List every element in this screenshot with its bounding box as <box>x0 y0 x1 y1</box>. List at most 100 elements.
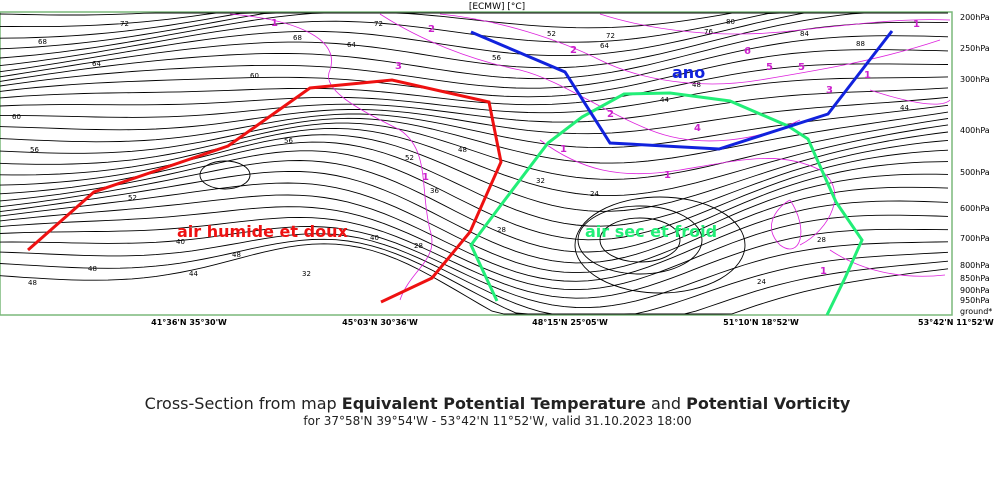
contour-label: 52 <box>128 194 137 202</box>
theta-e-contour <box>0 226 949 309</box>
theta-e-contour <box>0 149 949 241</box>
theta-e-contour <box>0 96 949 135</box>
contour-label: 44 <box>189 270 198 278</box>
contour-label: 52 <box>405 154 414 162</box>
theta-e-contour <box>0 238 949 315</box>
theta-e-closed-contour <box>577 205 703 275</box>
pv-label: 6 <box>744 46 751 57</box>
theta-e-contour <box>0 12 948 73</box>
theta-e-contour <box>0 35 949 89</box>
caption-connector: and <box>645 394 687 413</box>
caption-subtitle: for 37°58'N 39°54'W - 53°42'N 11°52'W, v… <box>303 414 692 428</box>
pressure-level-label: 500hPa <box>960 168 990 177</box>
theta-e-contour <box>0 170 949 264</box>
plot-frame <box>0 11 953 316</box>
contour-label: 68 <box>38 38 47 46</box>
anomaly-boundary <box>470 30 894 151</box>
cold-air-boundary <box>469 91 864 316</box>
contour-label: 56 <box>30 146 39 154</box>
pressure-level-label: 250hPa <box>960 44 990 53</box>
pressure-level-label: 700hPa <box>960 234 990 243</box>
theta-e-contour <box>0 76 949 114</box>
pressure-level-label: 600hPa <box>960 204 990 213</box>
contour-label: 56 <box>492 54 501 62</box>
pv-label: 2 <box>428 24 435 35</box>
contour-label: 72 <box>120 20 129 28</box>
caption-field2: Potential Vorticity <box>686 394 851 413</box>
theta-e-contour <box>0 124 949 197</box>
pv-contour <box>829 249 946 277</box>
pressure-level-label: 200hPa <box>960 13 990 22</box>
theta-e-contour <box>0 194 949 282</box>
cold-air-label: air sec et froid <box>585 222 717 241</box>
caption-field1: Equivalent Potential Temperature <box>341 394 646 413</box>
pressure-level-label: 300hPa <box>960 75 990 84</box>
contour-label: 28 <box>497 226 506 234</box>
contour-label: 76 <box>704 28 713 36</box>
contour-label: 48 <box>692 81 701 89</box>
pv-label: 1 <box>560 144 567 155</box>
contour-label: 40 <box>176 238 185 246</box>
pv-label: 2 <box>570 45 577 56</box>
pv-contour <box>229 13 433 301</box>
contour-label: 88 <box>856 40 865 48</box>
theta-e-contour-labels: 72 72 68 68 64 64 64 60 60 56 56 56 52 5… <box>12 18 909 287</box>
theta-e-contour <box>0 49 949 98</box>
caption-prefix: Cross-Section from map <box>144 394 342 413</box>
contour-label: 72 <box>606 32 615 40</box>
pv-label: 1 <box>664 170 671 181</box>
cross-section-plot: [ECMW] [°C] 72 72 68 68 64 64 64 60 60 5… <box>0 2 994 327</box>
contour-label: 48 <box>232 251 241 259</box>
location-tick-label: 48°15'N 25°05'W <box>532 318 608 327</box>
location-tick-label: 53°42'N 11°52'W <box>918 318 994 327</box>
pressure-axis: 200hPa 250hPa 300hPa 400hPa 500hPa 600hPa 700h… <box>960 13 992 316</box>
pv-contour <box>439 13 941 85</box>
pressure-level-label: 800hPa <box>960 261 990 270</box>
contour-label: 48 <box>458 146 467 154</box>
warm-air-boundary <box>27 78 503 304</box>
location-axis: 41°36'N 35°30'W 45°03'N 30°36'W 48°15'N 25… <box>151 318 994 327</box>
pv-contour <box>599 13 951 35</box>
theta-e-contours <box>0 12 949 315</box>
contour-label: 64 <box>92 60 101 68</box>
pv-label: 1 <box>864 70 871 81</box>
contour-label: 72 <box>374 20 383 28</box>
pv-label: 5 <box>798 62 805 73</box>
location-tick-label: 51°10'N 18°52'W <box>723 318 799 327</box>
contour-label: 64 <box>600 42 609 50</box>
pressure-level-label: 400hPa <box>960 126 990 135</box>
pv-label: 1 <box>271 18 278 29</box>
contour-label: 44 <box>660 96 669 104</box>
contour-label: 80 <box>726 18 735 26</box>
pressure-level-label: ground* <box>960 307 992 316</box>
pressure-level-label: 950hPa <box>960 296 990 305</box>
contour-label: 28 <box>817 236 826 244</box>
contour-label: 32 <box>536 177 545 185</box>
location-tick-label: 45°03'N 30°36'W <box>342 318 418 327</box>
theta-e-contour <box>0 104 949 149</box>
theta-e-contour <box>0 139 949 227</box>
contour-label: 60 <box>250 72 259 80</box>
pv-contour-labels: 1 2 3 1 1 2 4 1 6 5 5 3 1 1 1 2 <box>271 18 920 277</box>
pv-label: 2 <box>607 109 614 120</box>
contour-label: 48 <box>88 265 97 273</box>
theta-e-contour <box>0 118 949 180</box>
contour-label: 24 <box>757 278 766 286</box>
theta-e-contour <box>0 21 949 82</box>
theta-e-contour <box>0 87 949 123</box>
pv-label: 1 <box>820 266 827 277</box>
theta-e-contour <box>0 111 949 164</box>
header-label: [ECMW] [°C] <box>469 2 525 12</box>
pv-label: 5 <box>766 62 773 73</box>
theta-e-closed-contour <box>599 217 681 263</box>
contour-label: 40 <box>370 234 379 242</box>
pv-label: 1 <box>422 172 429 183</box>
warm-air-label: air humide et doux <box>177 222 348 241</box>
theta-e-contour <box>0 131 949 212</box>
contour-label: 64 <box>347 41 356 49</box>
theta-e-contour <box>0 182 949 274</box>
theta-e-closed-contour <box>199 160 251 190</box>
theta-e-contour <box>0 12 948 78</box>
contour-label: 56 <box>284 137 293 145</box>
pressure-level-label: 900hPa <box>960 286 990 295</box>
